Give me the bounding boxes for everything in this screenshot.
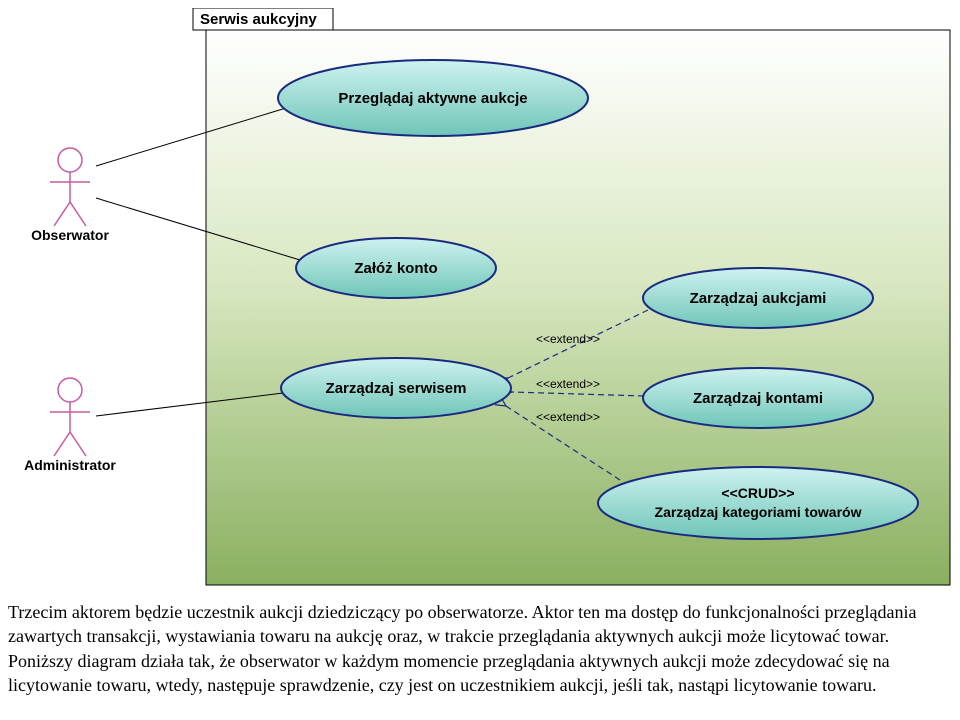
caption-text: Trzecim aktorem będzie uczestnik aukcji … — [8, 600, 952, 697]
usecase-uc_browse: Przeglądaj aktywne aukcje — [278, 60, 588, 136]
usecase-uc_create: Załóż konto — [296, 238, 496, 298]
actor-administrator: Administrator — [24, 378, 116, 473]
usecase-label: Zarządzaj kategoriami towarów — [655, 504, 862, 520]
usecase-label: Załóż konto — [354, 260, 437, 277]
usecase-uc_accounts: Zarządzaj kontami — [643, 368, 873, 428]
extend-label: <<extend>> — [536, 377, 600, 391]
usecase-uc_service: Zarządzaj serwisem — [281, 358, 511, 418]
usecase-label: Zarządzaj aukcjami — [690, 290, 827, 307]
system-label: Serwis aukcyjny — [200, 11, 317, 28]
extend-label: <<extend>> — [536, 332, 600, 346]
actor-label: Administrator — [24, 457, 116, 473]
usecase-label: Przeglądaj aktywne aukcje — [338, 90, 527, 107]
usecase-label: Zarządzaj serwisem — [326, 380, 467, 397]
extend-label: <<extend>> — [536, 410, 600, 424]
actor-obserwator: Obserwator — [31, 148, 109, 243]
actor-label: Obserwator — [31, 227, 109, 243]
usecase-stereo: <<CRUD>> — [721, 485, 794, 501]
usecase-label: Zarządzaj kontami — [693, 390, 823, 407]
usecase-uc_catcrud: <<CRUD>> Zarządzaj kategoriami towarów — [598, 467, 918, 539]
usecase-uc_auctions: Zarządzaj aukcjami — [643, 268, 873, 328]
usecase-diagram: Serwis aukcyjny Obserwator Administrator <<… — [8, 8, 952, 588]
